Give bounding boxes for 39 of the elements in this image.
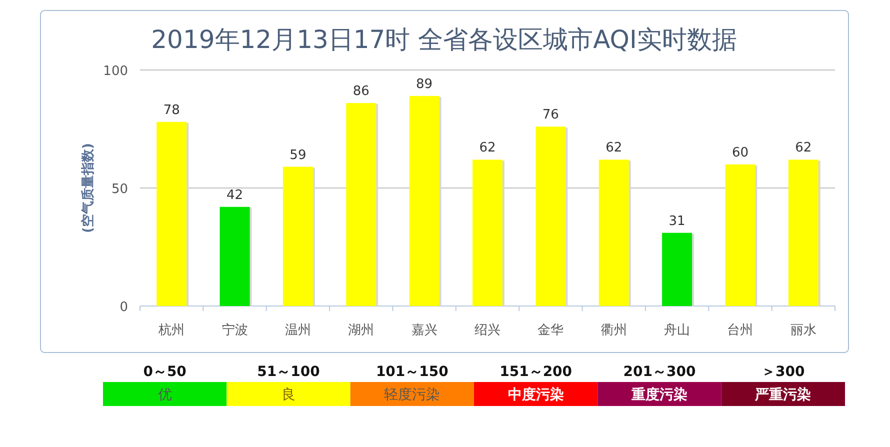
y-tick-label: 100 bbox=[103, 64, 128, 79]
data-label: 62 bbox=[479, 140, 496, 156]
data-label: 59 bbox=[290, 148, 306, 163]
x-tick-label: 嘉兴 bbox=[411, 323, 438, 338]
category-label: 轻度污染 bbox=[384, 387, 440, 403]
category-label: 良 bbox=[282, 387, 296, 403]
x-tick-label: 宁波 bbox=[222, 322, 248, 338]
x-tick-label: 金华 bbox=[538, 323, 564, 338]
x-tick-label: 台州 bbox=[727, 323, 754, 338]
data-label: 62 bbox=[795, 140, 812, 156]
data-label: 89 bbox=[416, 76, 433, 92]
category-label: 中度污染 bbox=[508, 386, 564, 403]
text: 51～100 bbox=[257, 364, 320, 380]
data-label: 86 bbox=[352, 84, 370, 100]
data-label: 62 bbox=[606, 140, 622, 156]
data-label: 60 bbox=[732, 145, 748, 160]
x-tick-label: 绍兴 bbox=[474, 323, 500, 338]
text: 101～150 bbox=[376, 364, 449, 380]
text: ＞300 bbox=[762, 364, 806, 380]
category-label: 优 bbox=[158, 387, 172, 403]
x-tick-label: 杭州 bbox=[158, 323, 185, 338]
x-tick-label: 衢州 bbox=[600, 323, 627, 338]
x-tick-label: 舟山 bbox=[664, 323, 690, 338]
chart-title: 2019年12月13日17时 全省各设区城市AQI实时数据 bbox=[151, 25, 737, 54]
text: 151～200 bbox=[500, 364, 572, 380]
data-label: 42 bbox=[226, 188, 244, 203]
y-tick-label: 0 bbox=[120, 300, 128, 315]
y-tick-label: 50 bbox=[111, 182, 128, 197]
data-label: 76 bbox=[542, 108, 559, 123]
text: 201～300 bbox=[623, 364, 696, 380]
data-label: 31 bbox=[668, 214, 686, 229]
category-label: 重度污染 bbox=[630, 386, 688, 403]
x-tick-label: 丽水 bbox=[790, 323, 816, 338]
x-tick-label: 湖州 bbox=[348, 323, 374, 338]
category-label: 严重污染 bbox=[754, 386, 812, 403]
data-label: 78 bbox=[163, 102, 180, 118]
y-axis-title: (空气质量指数) bbox=[80, 143, 96, 233]
x-tick-label: 温州 bbox=[284, 323, 311, 338]
text: 0～50 bbox=[143, 364, 187, 380]
